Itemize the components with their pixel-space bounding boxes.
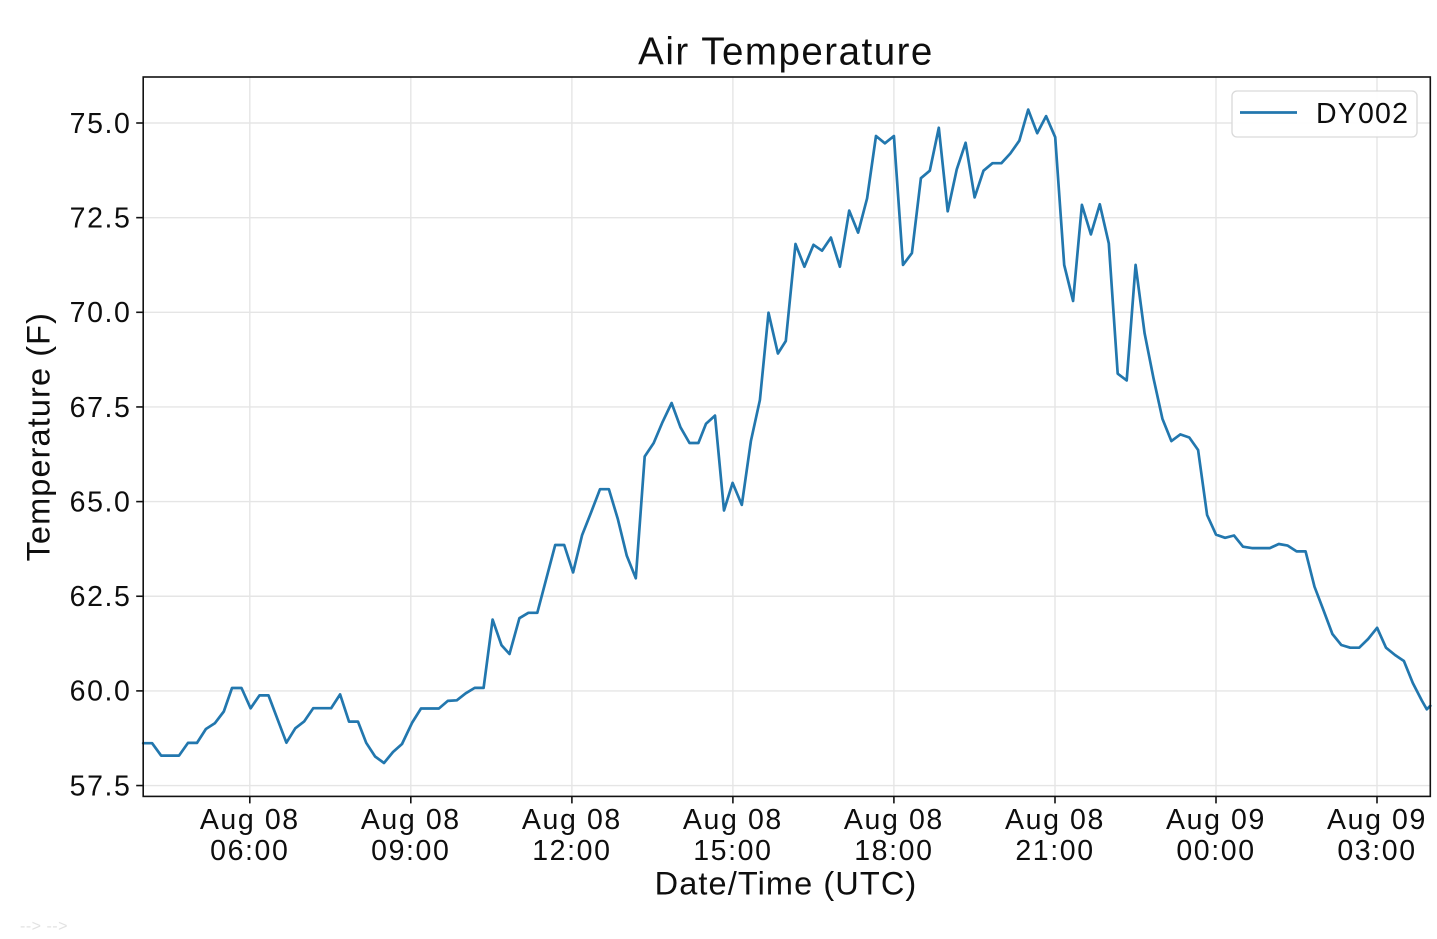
svg-text:Aug 09: Aug 09 (1327, 804, 1427, 836)
svg-text:60.0: 60.0 (70, 676, 132, 708)
svg-text:70.0: 70.0 (70, 297, 132, 329)
svg-text:65.0: 65.0 (70, 486, 132, 518)
svg-text:09:00: 09:00 (371, 835, 450, 867)
svg-text:57.5: 57.5 (70, 770, 132, 802)
svg-text:Air Temperature: Air Temperature (638, 31, 934, 74)
svg-text:06:00: 06:00 (210, 835, 289, 867)
svg-text:--> -->: --> --> (20, 918, 68, 934)
svg-text:72.5: 72.5 (70, 203, 132, 235)
svg-text:Aug 08: Aug 08 (844, 804, 944, 836)
svg-text:62.5: 62.5 (70, 581, 132, 613)
svg-text:Temperature (F): Temperature (F) (21, 312, 57, 561)
svg-text:Aug 08: Aug 08 (1005, 804, 1105, 836)
svg-text:03:00: 03:00 (1337, 835, 1416, 867)
svg-text:12:00: 12:00 (532, 835, 611, 867)
svg-text:18:00: 18:00 (854, 835, 933, 867)
svg-text:Aug 08: Aug 08 (522, 804, 622, 836)
svg-text:Date/Time (UTC): Date/Time (UTC) (655, 866, 918, 902)
svg-text:Aug 09: Aug 09 (1166, 804, 1266, 836)
svg-text:Aug 08: Aug 08 (361, 804, 461, 836)
svg-text:15:00: 15:00 (693, 835, 772, 867)
svg-text:21:00: 21:00 (1015, 835, 1094, 867)
svg-text:DY002: DY002 (1316, 98, 1409, 130)
svg-text:75.0: 75.0 (70, 108, 132, 140)
svg-text:67.5: 67.5 (70, 392, 132, 424)
svg-text:00:00: 00:00 (1176, 835, 1255, 867)
svg-text:Aug 08: Aug 08 (200, 804, 300, 836)
svg-text:Aug 08: Aug 08 (683, 804, 783, 836)
